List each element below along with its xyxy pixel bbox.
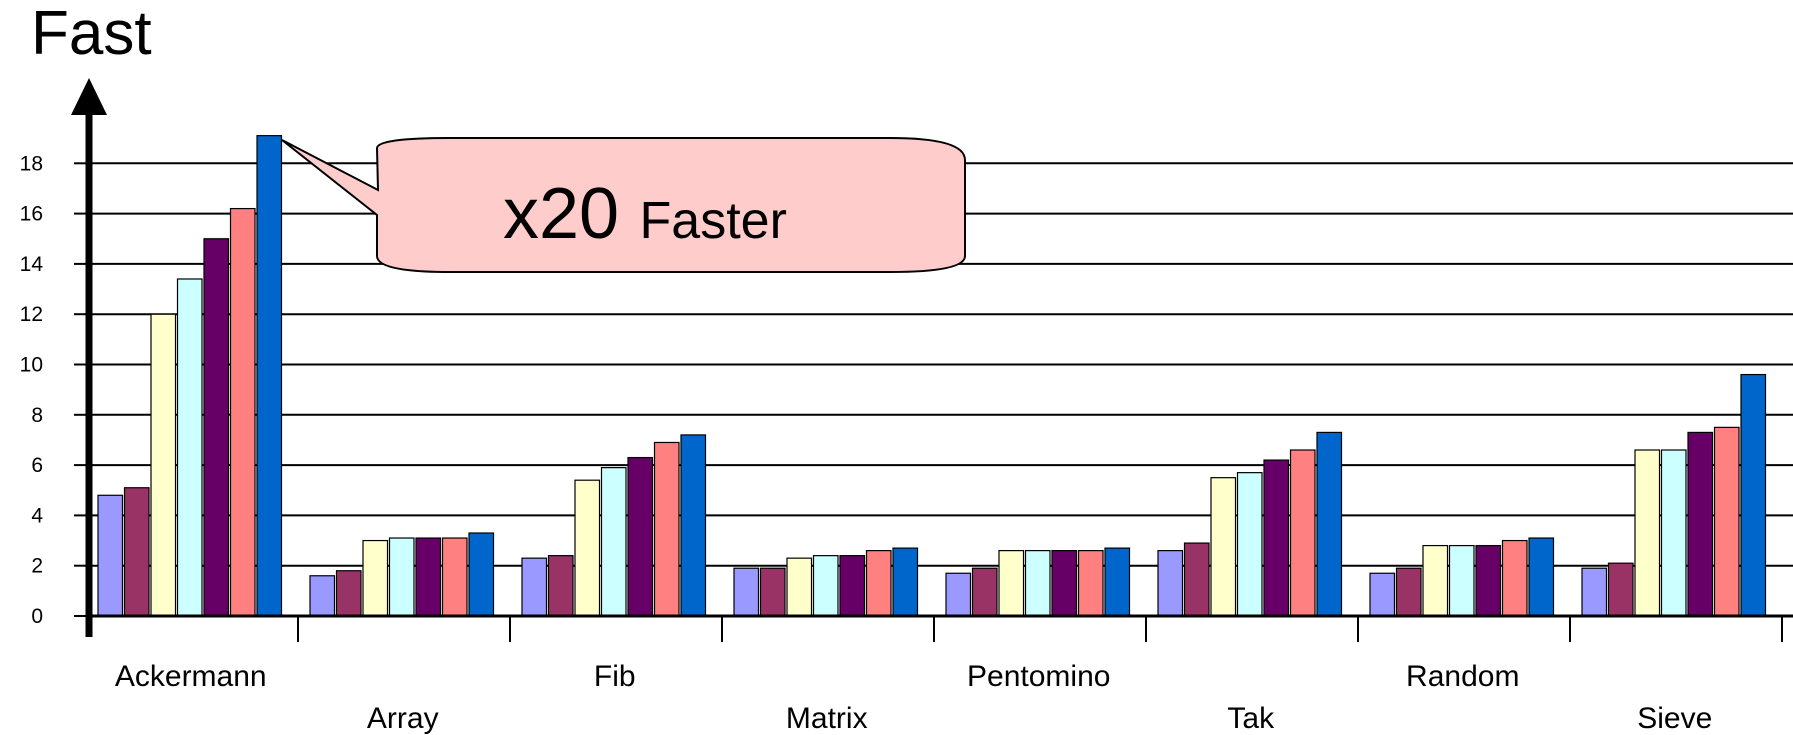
bar bbox=[1369, 572, 1396, 617]
bar bbox=[1475, 544, 1502, 617]
bar bbox=[521, 557, 548, 617]
callout: x20 Faster bbox=[281, 137, 966, 273]
y-tick-label: 14 bbox=[20, 253, 44, 276]
bar bbox=[680, 434, 707, 617]
bar bbox=[759, 567, 786, 617]
bar bbox=[547, 555, 574, 617]
callout-label: Faster bbox=[640, 192, 787, 250]
bar bbox=[1660, 449, 1687, 617]
bar bbox=[468, 532, 495, 617]
bar bbox=[1607, 562, 1634, 617]
bar bbox=[176, 278, 203, 617]
y-tick-labels: 0 2 4 6 8 10 12 14 16 18 bbox=[20, 152, 89, 628]
bar bbox=[1104, 547, 1131, 617]
bar bbox=[1077, 550, 1104, 617]
bar bbox=[971, 567, 998, 617]
category-label: Fib bbox=[594, 660, 636, 693]
callout-bubble bbox=[281, 137, 966, 273]
bar bbox=[1687, 431, 1714, 617]
y-tick-label: 8 bbox=[31, 404, 43, 427]
callout-text: x20 Faster bbox=[503, 174, 787, 254]
bar bbox=[1316, 431, 1343, 617]
bar bbox=[1448, 544, 1475, 617]
bar bbox=[1528, 537, 1555, 617]
y-tick-label: 0 bbox=[31, 605, 43, 628]
bar bbox=[203, 238, 230, 617]
category-label: Ackermann bbox=[115, 660, 267, 693]
bar bbox=[1501, 539, 1528, 617]
bar bbox=[945, 572, 972, 617]
bar bbox=[388, 537, 415, 617]
y-axis-label: Fast bbox=[31, 0, 152, 68]
bar bbox=[892, 547, 919, 617]
category-label: Tak bbox=[1227, 702, 1275, 735]
bar bbox=[1289, 449, 1316, 617]
y-tick-label: 16 bbox=[20, 203, 43, 226]
y-tick-label: 6 bbox=[31, 454, 43, 477]
category-label: Array bbox=[367, 702, 439, 735]
bar bbox=[812, 555, 839, 617]
bar bbox=[256, 135, 283, 617]
bar bbox=[1051, 550, 1078, 617]
bar bbox=[123, 487, 150, 617]
category-label: Random bbox=[1406, 660, 1519, 693]
bar bbox=[839, 555, 866, 617]
y-tick-label: 12 bbox=[20, 303, 43, 326]
bar bbox=[786, 557, 813, 617]
bar bbox=[1263, 459, 1290, 617]
bar bbox=[1581, 567, 1608, 617]
bar bbox=[1713, 426, 1740, 617]
bar bbox=[441, 537, 468, 617]
bar bbox=[1183, 542, 1210, 617]
bar bbox=[1740, 373, 1767, 617]
bar bbox=[1210, 477, 1237, 617]
bar bbox=[1024, 550, 1051, 617]
axes bbox=[71, 78, 1793, 637]
y-tick-label: 2 bbox=[31, 555, 43, 578]
bar bbox=[653, 441, 680, 617]
bar bbox=[600, 467, 627, 617]
category-label: Sieve bbox=[1637, 702, 1712, 735]
y-tick-label: 10 bbox=[20, 354, 43, 377]
bar bbox=[415, 537, 442, 617]
y-tick-label: 18 bbox=[20, 152, 43, 175]
bar bbox=[1395, 567, 1422, 617]
bar bbox=[150, 313, 177, 617]
category-label: Matrix bbox=[786, 702, 868, 735]
bar bbox=[733, 567, 760, 617]
bar bbox=[97, 494, 124, 617]
y-tick-label: 4 bbox=[31, 504, 43, 527]
bar bbox=[865, 550, 892, 617]
y-axis-arrow-icon bbox=[71, 78, 107, 115]
bar bbox=[627, 456, 654, 617]
category-label: Pentomino bbox=[967, 660, 1110, 693]
bar bbox=[362, 539, 389, 617]
bar bbox=[335, 570, 362, 617]
category-labels: Ackermann Array Fib Matrix Pentomino Tak Rando… bbox=[115, 616, 1783, 735]
bar bbox=[1634, 449, 1661, 617]
bar bbox=[1236, 472, 1263, 617]
callout-multiplier: x20 bbox=[503, 174, 619, 254]
bar bbox=[998, 550, 1025, 617]
bar bbox=[1157, 550, 1184, 617]
bar bbox=[309, 575, 336, 617]
bar bbox=[229, 207, 256, 617]
bar bbox=[1422, 544, 1449, 617]
bar bbox=[574, 479, 601, 617]
